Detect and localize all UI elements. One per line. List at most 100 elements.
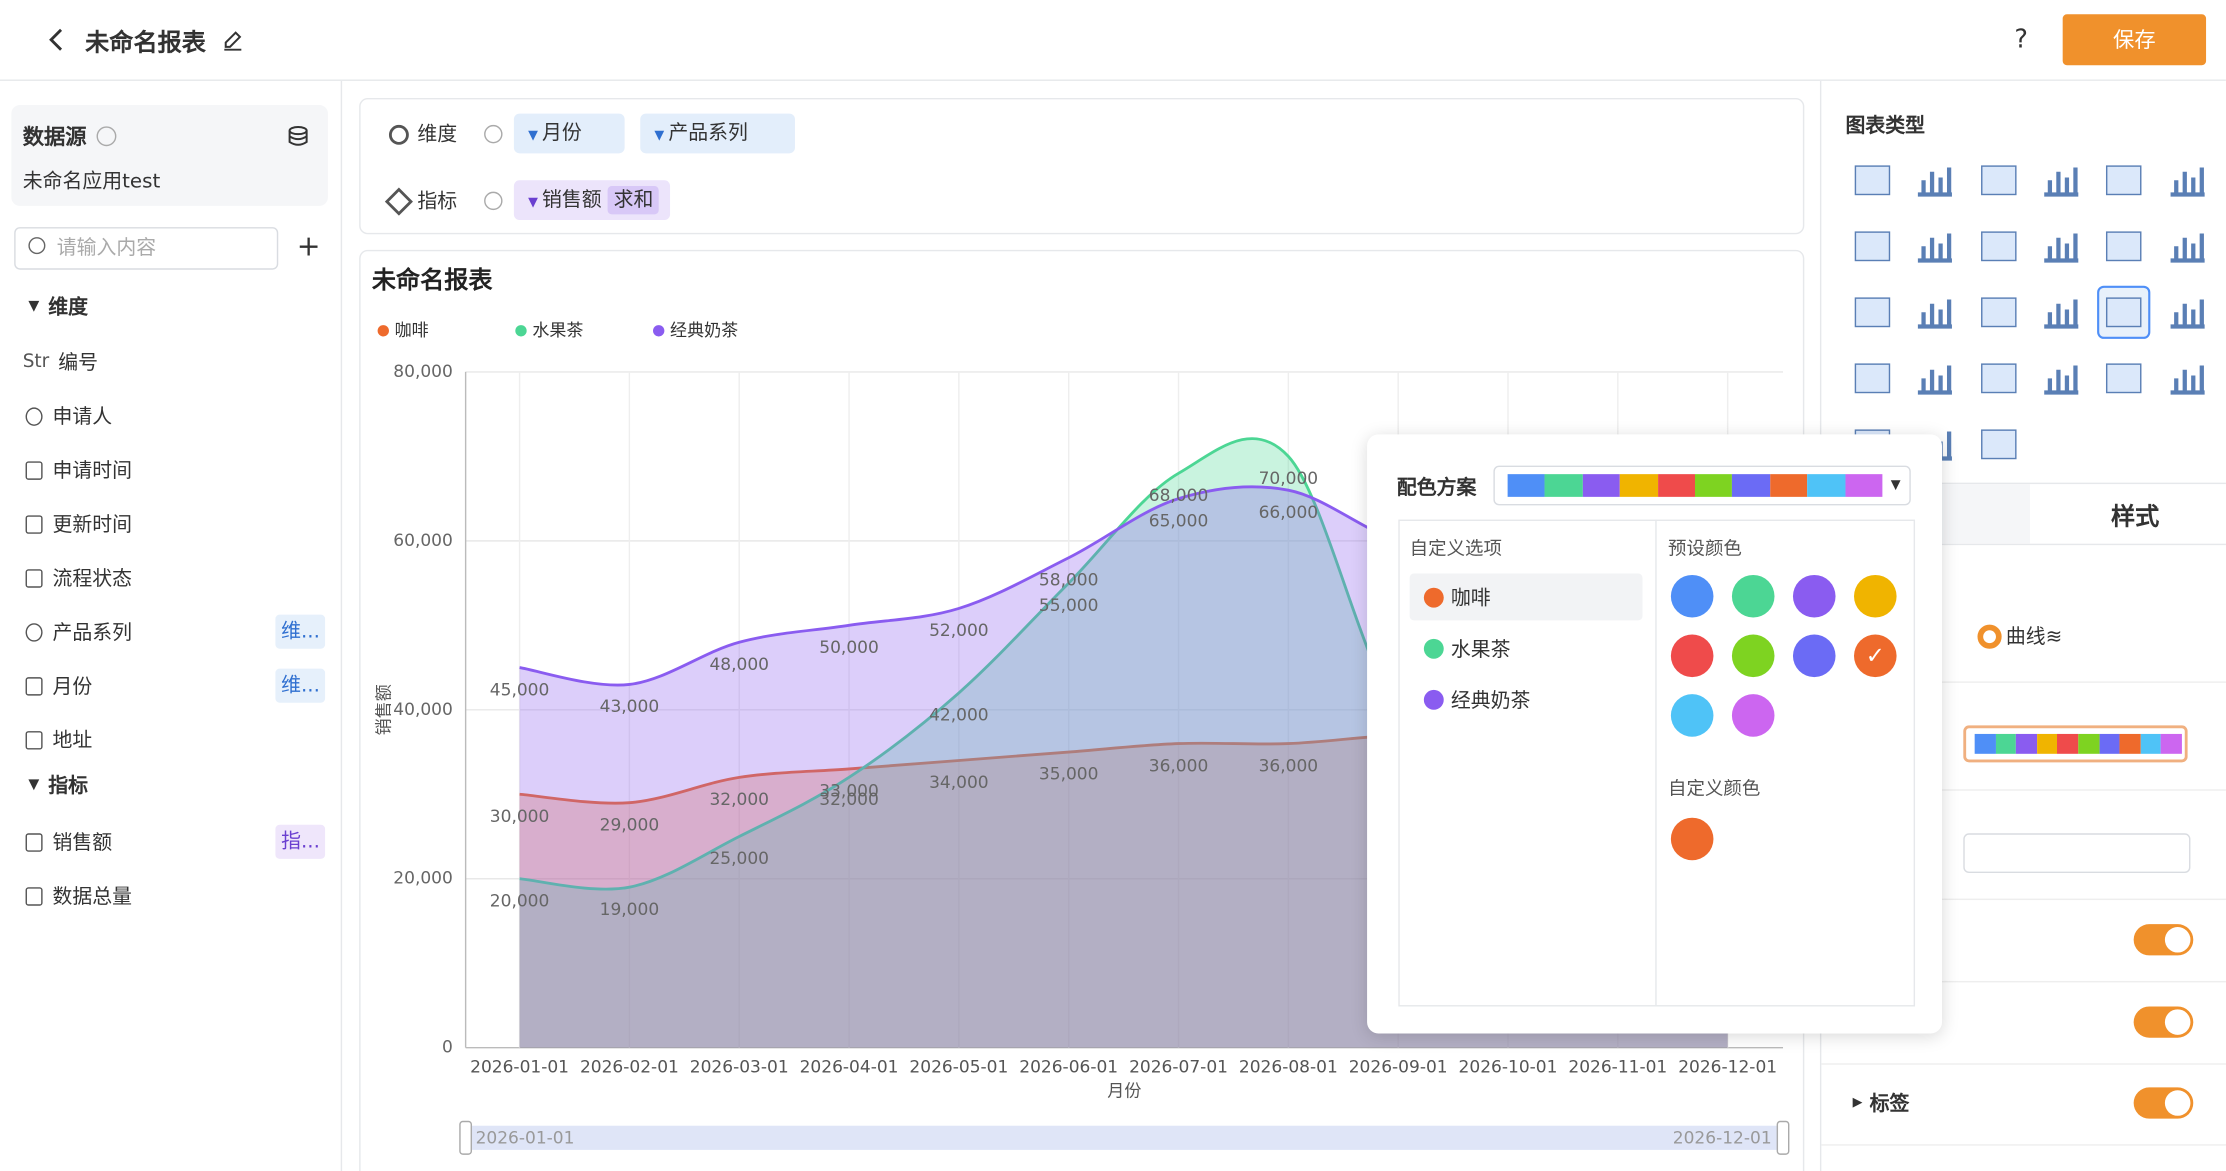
data-label: 32,000: [819, 790, 879, 810]
data-label: 29,000: [600, 815, 660, 835]
dim-type: Str: [22, 351, 50, 373]
preset-color[interactable]: ✓: [1853, 634, 1897, 678]
preset-color[interactable]: [1792, 634, 1836, 678]
icon-shape: [2170, 233, 2205, 263]
preset-color[interactable]: [1670, 634, 1714, 678]
chart-type-icon[interactable]: [2044, 167, 2079, 197]
preset-color[interactable]: [1731, 634, 1775, 678]
help[interactable]: ?: [2014, 24, 2028, 55]
chart-type-icon[interactable]: [2170, 167, 2205, 197]
dim-label: 维度: [417, 123, 458, 147]
data-label: 65,000: [1149, 511, 1209, 531]
chart-type-icon[interactable]: [1854, 231, 1891, 262]
chart-type-icon[interactable]: [1854, 363, 1891, 394]
dim-icon: [25, 515, 43, 534]
y-tick-label: 40,000: [393, 700, 453, 720]
db-icon[interactable]: [287, 125, 313, 148]
icon-shape: [2105, 363, 2142, 394]
save-button[interactable]: 保存: [2062, 14, 2207, 66]
sidebar: 数据源 未命名应用test 请输入内容 + ▼ 维度 ▼ 指标 Str 编号 申请人…: [0, 80, 343, 1171]
icon-shape: [1917, 365, 1952, 395]
preset-color[interactable]: [1670, 694, 1714, 737]
custom-color[interactable]: [1670, 817, 1714, 861]
toggle[interactable]: [2133, 924, 2194, 956]
chart-type-icon[interactable]: [1981, 297, 2017, 328]
preset-color[interactable]: [1731, 574, 1775, 618]
metric-chip[interactable]: ▼ 销售额 求和: [513, 180, 671, 221]
add-icon[interactable]: +: [296, 228, 321, 263]
input[interactable]: [1963, 833, 2191, 874]
chart-type-icon[interactable]: [2105, 297, 2142, 328]
edit-icon[interactable]: [221, 28, 244, 51]
chip-text: 产品系列: [668, 122, 748, 145]
dim-icon: [25, 407, 43, 426]
icon-shape: [1981, 231, 2017, 262]
icon-shape: [2044, 167, 2079, 197]
dim-chip[interactable]: ▼ 产品系列: [640, 113, 795, 154]
chart-type-icon[interactable]: [1981, 165, 2017, 196]
chart-type-icon[interactable]: [2044, 233, 2079, 263]
style-tab[interactable]: 样式: [2110, 503, 2160, 532]
icon-shape: [2170, 167, 2205, 197]
chart-type-icon[interactable]: [2044, 365, 2079, 395]
icon-shape: [1854, 231, 1891, 262]
chart-type-icon[interactable]: [1917, 233, 1952, 263]
preset-color[interactable]: [1731, 694, 1775, 737]
toggle[interactable]: [2133, 1087, 2194, 1119]
data-label: 68,000: [1149, 486, 1209, 506]
chart-type-icon[interactable]: [1854, 165, 1891, 196]
chip-text: 月份: [541, 122, 582, 145]
source-name: 未命名应用test: [22, 170, 161, 194]
palette-swatch: [1974, 733, 1996, 754]
chart-type-icon[interactable]: [2105, 231, 2142, 262]
chart-type-icon[interactable]: [2170, 299, 2205, 329]
radio[interactable]: [1977, 624, 2002, 649]
preset-color[interactable]: [1792, 574, 1836, 618]
x-tick-label: 2026-10-01: [1459, 1058, 1558, 1078]
chart-type-icon[interactable]: [2044, 299, 2079, 329]
toggle[interactable]: [2133, 1006, 2194, 1038]
divider: [1821, 1144, 2226, 1146]
popup-body: [1398, 519, 1916, 1007]
chart-type-icon[interactable]: [2105, 363, 2142, 394]
legend-label: 咖啡: [395, 321, 429, 341]
palette-swatch: [1545, 474, 1583, 497]
x-tick-label: 2026-05-01: [909, 1058, 1008, 1078]
icon-shape: [1917, 299, 1952, 329]
query-bar: 维度 ▼ 月份 ▼ 产品系列 指标 ▼ 销售额 求和: [359, 97, 1805, 235]
x-tick-label: 2026-03-01: [690, 1058, 789, 1078]
data-label: 34,000: [929, 773, 989, 793]
palette-field[interactable]: [1963, 725, 2188, 763]
chart-type-icon[interactable]: [2170, 233, 2205, 263]
data-label: 55,000: [1039, 596, 1099, 616]
chart-type-icon[interactable]: [2105, 165, 2142, 196]
y-tick-label: 80,000: [393, 362, 453, 382]
chart-type-icon[interactable]: [1981, 231, 2017, 262]
chart-type-icon[interactable]: [1917, 365, 1952, 395]
dim-name: 流程状态: [52, 567, 133, 591]
preset-color[interactable]: [1853, 574, 1897, 618]
preset-color[interactable]: [1670, 574, 1714, 618]
dim-chip[interactable]: ▼ 月份: [513, 113, 625, 154]
palette-swatch: [1620, 474, 1658, 497]
chart-type-icon[interactable]: [1917, 167, 1952, 197]
palette-select[interactable]: ▼: [1493, 465, 1911, 506]
chart-type-icon[interactable]: [1981, 363, 2017, 394]
data-label: 35,000: [1039, 765, 1099, 785]
chart-type-icon[interactable]: [1854, 297, 1891, 328]
chart-type-icon[interactable]: [2170, 365, 2205, 395]
data-label: 36,000: [1259, 756, 1319, 776]
palette-swatch: [1732, 474, 1770, 497]
chart-type-icon[interactable]: [1917, 299, 1952, 329]
caret: ▶: [1852, 1095, 1863, 1111]
zoom-handle: [1776, 1120, 1790, 1155]
help-icon: [484, 124, 503, 144]
chart-type-icon[interactable]: [1981, 429, 2017, 460]
custom-title: 自定义选项: [1409, 538, 1502, 561]
metric-label: 指标: [417, 190, 458, 213]
search-box[interactable]: [14, 227, 279, 270]
back-icon[interactable]: [45, 27, 68, 53]
data-label: 45,000: [490, 680, 550, 700]
y-tick-label: 60,000: [393, 531, 453, 551]
